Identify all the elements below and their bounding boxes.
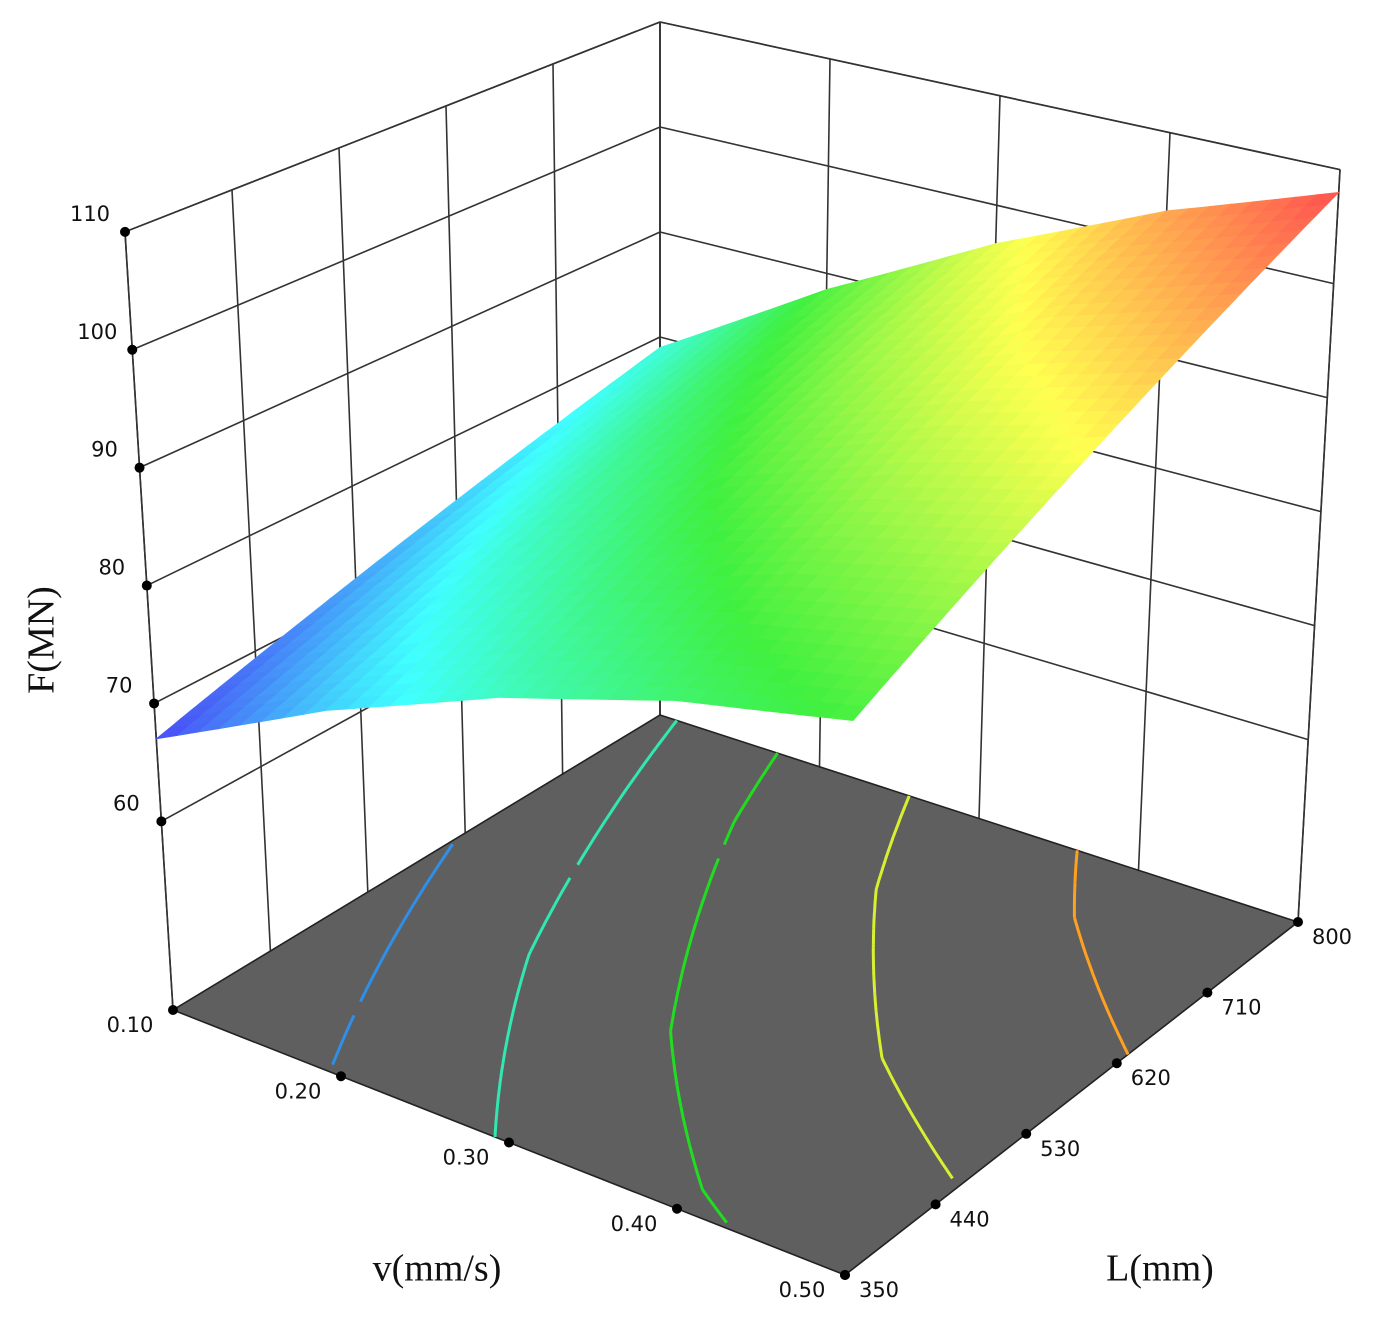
y-tick-label: 440 [950, 1207, 990, 1231]
z-tick [134, 462, 145, 473]
z-tick-label: 70 [106, 673, 133, 697]
surface-cell [355, 453, 625, 579]
y-tick [1202, 987, 1213, 998]
floor-plane [171, 714, 1300, 1276]
contour-line [331, 843, 454, 1066]
y-axis-title: L(mm) [1106, 1248, 1214, 1290]
z-tick [141, 580, 152, 591]
z-tick [149, 698, 160, 709]
z-tick-label: 90 [91, 438, 118, 462]
y-tick [1111, 1058, 1122, 1069]
y-tick-label: 800 [1312, 925, 1352, 949]
surface-patch [829, 704, 866, 722]
x-axis-title: v(mm/s) [373, 1248, 502, 1290]
grid-line [1297, 169, 1341, 923]
grid-line [445, 105, 466, 834]
y-tick-label: 620 [1131, 1066, 1171, 1090]
contour-line [669, 752, 779, 1224]
surface-cell [893, 210, 1169, 332]
surface-cell [771, 498, 1046, 612]
z-tick-label: 110 [70, 202, 110, 226]
y-tick-label: 530 [1040, 1137, 1080, 1161]
surface-cell [324, 602, 599, 711]
contour-line [1072, 850, 1130, 1056]
x-tick-label: 0.30 [443, 1146, 490, 1170]
x-tick-label: 0.40 [611, 1212, 658, 1236]
z-tick-label: 100 [77, 320, 117, 344]
y-tick [840, 1270, 850, 1280]
surface-cell [557, 289, 827, 424]
surface-cell [423, 510, 697, 624]
x-tick [672, 1203, 682, 1214]
x-tick [336, 1071, 346, 1082]
z-tick [156, 816, 167, 827]
grid-line [338, 147, 369, 893]
z-tick-label: 80 [98, 556, 125, 580]
grid-line [139, 231, 661, 469]
surface-cell [595, 498, 871, 604]
grid-line [124, 21, 661, 233]
grid-line [231, 189, 272, 952]
surface-cell [674, 598, 950, 722]
y-tick [1293, 917, 1303, 927]
y-tick [930, 1199, 941, 1210]
surface-cell [623, 330, 896, 454]
z-tick [127, 344, 138, 355]
surface-cell [724, 243, 996, 372]
grid-line [131, 126, 661, 351]
grid-line [146, 336, 661, 587]
y-tick-label: 710 [1221, 996, 1261, 1020]
x-tick-label: 0.50 [779, 1278, 826, 1302]
x-tick-label: 0.20 [275, 1079, 322, 1103]
surface-cell [498, 598, 773, 701]
surface-cell [868, 397, 1144, 505]
surface-cell [966, 293, 1242, 402]
floor [171, 714, 1300, 1276]
x-tick-label: 0.10 [107, 1013, 154, 1037]
y-tick [1021, 1128, 1032, 1139]
surface-cell [456, 370, 726, 501]
contour-line [871, 795, 954, 1180]
contour-line [493, 719, 678, 1138]
surface-cell [694, 400, 969, 512]
surface-cell [255, 537, 525, 659]
surface-cell [522, 419, 797, 539]
y-tick-label: 350 [859, 1278, 899, 1302]
surface-cell [1065, 191, 1340, 306]
z-axis-title: F(MN) [21, 586, 63, 694]
z-tick [120, 226, 130, 237]
surface-cell [793, 304, 1068, 421]
surface [154, 191, 1340, 740]
x-tick [168, 1005, 178, 1015]
ticks: 60 70 80 90 100 110 0.10 0.20 0.30 0.40 0.50 350 440… [70, 202, 1352, 1302]
z-tick-label: 60 [113, 791, 140, 815]
grid-line [124, 231, 174, 1011]
x-tick [504, 1137, 514, 1148]
